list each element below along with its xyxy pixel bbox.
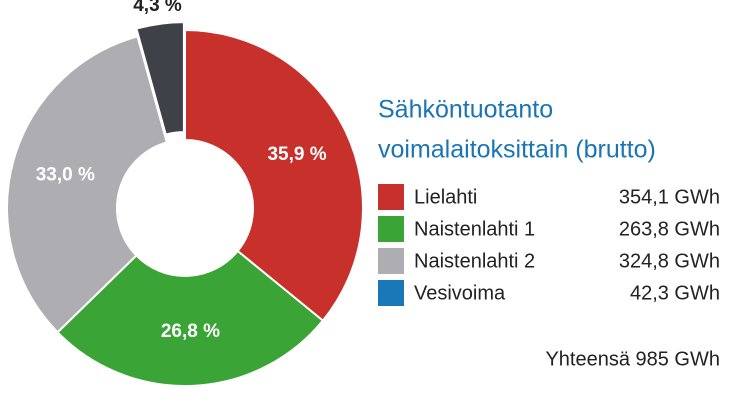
- legend-label: Naistenlahti 1: [414, 218, 535, 240]
- legend-label: Naistenlahti 2: [414, 250, 535, 272]
- slice-label: 26,8 %: [161, 321, 220, 342]
- slice-label: 4,3 %: [133, 0, 182, 16]
- legend-label: Lielahti: [414, 186, 477, 208]
- legend-value: 324,8 GWh: [619, 250, 720, 272]
- slice-label: 35,9 %: [267, 144, 326, 165]
- donut-slice: [184, 28, 364, 323]
- legend-value: 42,3 GWh: [630, 282, 720, 304]
- legend-swatch: [378, 216, 404, 242]
- donut-slice: [135, 21, 185, 136]
- legend-label: Vesivoima: [414, 282, 506, 304]
- total-label: Yhteensä 985 GWh: [545, 348, 720, 370]
- legend-value: 354,1 GWh: [619, 186, 720, 208]
- chart-title: Sähköntuotanto: [378, 96, 553, 124]
- legend-swatch: [378, 280, 404, 306]
- slice-label: 33,0 %: [36, 165, 95, 186]
- legend-swatch: [378, 184, 404, 210]
- chart-title: voimalaitoksittain (brutto): [378, 136, 656, 164]
- legend-swatch: [378, 248, 404, 274]
- donut-slice: [56, 249, 325, 387]
- donut-slice: [6, 35, 169, 334]
- legend-value: 263,8 GWh: [619, 218, 720, 240]
